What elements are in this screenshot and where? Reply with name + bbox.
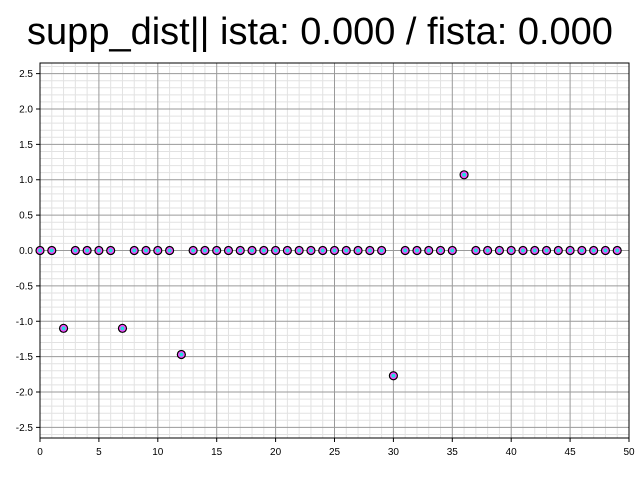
data-point xyxy=(483,245,493,256)
x-tick-label: 0 xyxy=(37,447,43,458)
data-point xyxy=(518,245,528,256)
y-tick-label: 0.5 xyxy=(19,211,33,222)
y-tick-label: 1.0 xyxy=(19,175,33,186)
data-point xyxy=(365,245,375,256)
data-point xyxy=(212,245,222,256)
y-tick-label: 0.0 xyxy=(19,246,33,257)
y-tick-label: -2.0 xyxy=(16,388,34,399)
x-tick-label: 20 xyxy=(270,447,282,458)
data-point xyxy=(471,245,481,256)
x-tick-label: 30 xyxy=(388,447,400,458)
y-axis-ticks: 2.5 2.0 1.5 1.0 0.5 0.0 -0.5 -1.0 -1.5 -2.0 -2.5 xyxy=(16,69,40,434)
y-tick-label: 2.5 xyxy=(19,69,33,80)
data-point xyxy=(259,245,269,256)
x-tick-label: 10 xyxy=(152,447,164,458)
data-point xyxy=(200,245,210,256)
data-point xyxy=(530,245,540,256)
data-point xyxy=(506,245,516,256)
chart-title: supp_dist|| ista: 0.000 / fista: 0.000 xyxy=(27,11,613,53)
data-point xyxy=(400,245,410,256)
y-tick-label: 2.0 xyxy=(19,104,33,115)
data-point xyxy=(341,245,351,256)
data-points xyxy=(35,170,622,381)
data-point xyxy=(424,245,434,256)
y-tick-label: -1.5 xyxy=(16,352,34,363)
data-point xyxy=(47,245,57,256)
data-point xyxy=(553,245,563,256)
data-point xyxy=(282,245,292,256)
x-tick-label: 25 xyxy=(329,447,341,458)
data-point xyxy=(600,245,611,256)
data-point xyxy=(318,245,328,256)
y-tick-label: -1.0 xyxy=(16,317,34,328)
data-point xyxy=(329,245,340,256)
y-tick-label: 1.5 xyxy=(19,140,33,151)
y-tick-label: -0.5 xyxy=(16,281,34,292)
x-axis-ticks: 0 5 10 15 20 25 30 35 40 45 50 xyxy=(37,438,635,458)
data-point xyxy=(612,245,622,256)
data-point xyxy=(459,170,469,180)
data-point xyxy=(35,245,45,256)
data-point xyxy=(541,245,552,256)
data-point xyxy=(188,245,198,256)
y-tick-label: -2.5 xyxy=(16,423,34,434)
data-point xyxy=(271,245,281,256)
data-point xyxy=(106,245,116,256)
data-point xyxy=(435,245,446,256)
data-point xyxy=(70,245,80,256)
data-point xyxy=(129,245,139,256)
data-point xyxy=(353,245,363,256)
data-point xyxy=(117,323,128,333)
data-point xyxy=(377,245,387,256)
data-point xyxy=(306,245,316,256)
data-point xyxy=(494,245,505,256)
data-point xyxy=(223,245,234,256)
x-tick-label: 45 xyxy=(565,447,577,458)
data-point xyxy=(589,245,599,256)
x-tick-label: 40 xyxy=(506,447,518,458)
data-point xyxy=(577,245,587,256)
data-point xyxy=(235,245,245,256)
data-point xyxy=(164,245,175,256)
data-point xyxy=(82,245,92,256)
data-point xyxy=(141,245,151,256)
x-tick-label: 35 xyxy=(447,447,459,458)
x-tick-label: 50 xyxy=(623,447,635,458)
data-point xyxy=(294,245,304,256)
data-point xyxy=(447,245,457,256)
data-point xyxy=(58,323,69,333)
data-point xyxy=(153,245,163,256)
data-point xyxy=(412,245,422,256)
data-point xyxy=(565,245,575,256)
x-tick-label: 15 xyxy=(211,447,223,458)
x-tick-label: 5 xyxy=(96,447,102,458)
data-point xyxy=(94,245,104,256)
data-point xyxy=(176,349,186,360)
data-point xyxy=(247,245,257,256)
data-point xyxy=(388,371,398,381)
